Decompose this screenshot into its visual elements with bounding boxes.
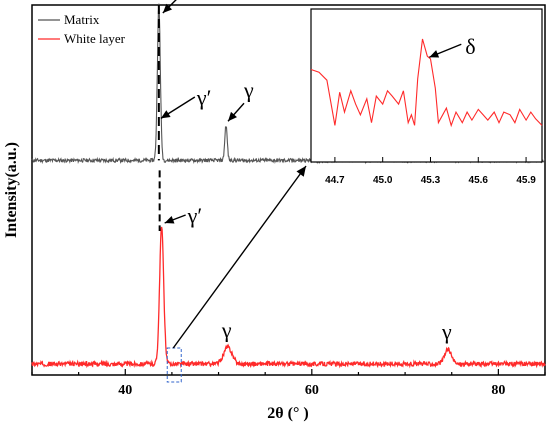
gamma-label-white-layer-2: γ: [221, 317, 232, 342]
gamma-label-white-layer-3: γ: [441, 319, 452, 344]
zoom-region-box: [166, 347, 182, 383]
inset-series-line-white-layer: [310, 38, 543, 128]
gamma-arrow-matrix-2-head: [228, 111, 237, 122]
x-tick-label: 80: [491, 383, 505, 398]
y-axis-title: Intensity(a.u.): [3, 142, 20, 238]
inset-x-tick-label: 45.6: [469, 175, 489, 186]
gamma-prime-label-white-layer: γ′: [187, 203, 203, 228]
gamma-prime-arrow-matrix-head: [160, 110, 171, 119]
x-tick-label: 60: [305, 383, 319, 398]
zoom-connector-arrow: [172, 165, 307, 349]
series-line-white-layer: [31, 226, 546, 369]
main-axes: 40 60 80: [31, 369, 546, 398]
zoom-connector-arrowhead: [296, 166, 306, 177]
delta-label: δ: [465, 34, 475, 59]
inset-x-tick-label: 45.3: [421, 175, 441, 186]
gamma-arrow-matrix-main-head: [162, 3, 173, 14]
peak-markers: [157, 5, 161, 231]
inset-annotation: δ: [429, 34, 476, 59]
x-axis-title: 2θ (° ): [267, 405, 308, 422]
inset-axes: 44.7 45.0 45.3 45.6 45.9: [325, 157, 536, 186]
legend-label-white-layer: White layer: [64, 31, 126, 46]
inset-x-tick-label: 44.7: [325, 175, 345, 186]
delta-arrow-head: [429, 50, 440, 58]
inset-x-tick-label: 45.0: [373, 175, 393, 186]
inset-frame: [310, 8, 543, 163]
legend-label-matrix: Matrix: [64, 12, 100, 27]
gamma-prime-label-matrix: γ′: [196, 85, 212, 110]
plot-frame: [31, 4, 546, 376]
inset-series: [310, 38, 543, 128]
legend: Matrix White layer: [38, 12, 126, 46]
inset-chart: 44.7 45.0 45.3 45.6 45.9 δ: [310, 8, 543, 186]
x-tick-label: 40: [118, 383, 132, 398]
inset-x-tick-label: 45.9: [516, 175, 536, 186]
gamma-prime-arrow-white-layer-head: [164, 216, 175, 224]
gamma-label-matrix-2: γ: [243, 77, 254, 102]
